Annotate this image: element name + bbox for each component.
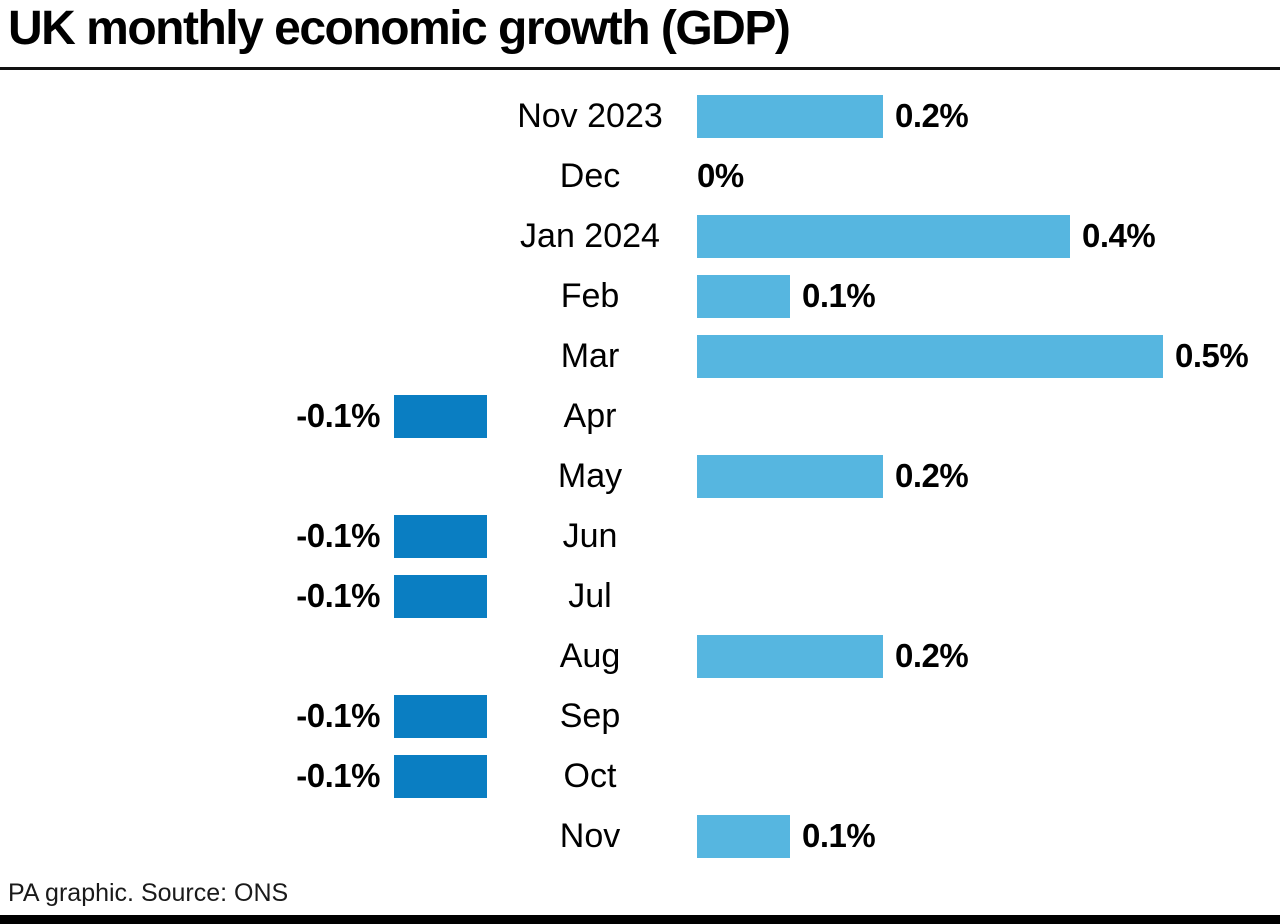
chart-row: -0.1% Jun <box>0 506 1280 566</box>
category-label: Feb <box>560 277 620 315</box>
category-label: May <box>557 457 623 495</box>
negative-bar <box>394 695 487 738</box>
value-label: 0.5% <box>1175 337 1249 374</box>
value-label: -0.1% <box>296 577 380 614</box>
negative-bar <box>394 515 487 558</box>
category-label: Mar <box>560 337 620 375</box>
chart-row: 0.2% Aug <box>0 626 1280 686</box>
value-label: 0.1% <box>802 817 876 854</box>
chart-row: 0.2% Nov 2023 <box>0 86 1280 146</box>
chart-row: 0.1% Nov <box>0 806 1280 866</box>
page-title: UK monthly economic growth (GDP) <box>8 2 791 55</box>
positive-bar <box>697 635 883 678</box>
chart-row: -0.1% Apr <box>0 386 1280 446</box>
chart-row: 0.2% May <box>0 446 1280 506</box>
category-label: Jul <box>568 577 612 615</box>
category-label: Oct <box>563 757 617 795</box>
category-label: Apr <box>563 397 617 435</box>
negative-bar <box>394 755 487 798</box>
positive-bar <box>697 455 883 498</box>
bar-chart: 0.2% Nov 2023 0% Dec 0.4% Jan 2024 0.1% Feb 0.5%… <box>0 86 1280 866</box>
chart-row: 0% Dec <box>0 146 1280 206</box>
category-label: Nov 2023 <box>517 97 663 135</box>
chart-row: -0.1% Jul <box>0 566 1280 626</box>
value-label: -0.1% <box>296 517 380 554</box>
negative-bar <box>394 395 487 438</box>
value-label: 0.2% <box>895 457 969 494</box>
bottom-border-bar <box>0 915 1280 924</box>
source-note: PA graphic. Source: ONS <box>8 879 289 907</box>
chart-row: 0.5% Mar <box>0 326 1280 386</box>
value-label: -0.1% <box>296 757 380 794</box>
value-label: 0.1% <box>802 277 876 314</box>
negative-bar <box>394 575 487 618</box>
value-label: 0.2% <box>895 637 969 674</box>
positive-bar <box>697 275 790 318</box>
category-label: Jan 2024 <box>520 217 660 255</box>
positive-bar <box>697 335 1163 378</box>
positive-bar <box>697 95 883 138</box>
chart-row: 0.1% Feb <box>0 266 1280 326</box>
category-label: Sep <box>559 697 621 735</box>
chart-row: 0.4% Jan 2024 <box>0 206 1280 266</box>
chart-row: -0.1% Sep <box>0 686 1280 746</box>
value-label: 0.4% <box>1082 217 1156 254</box>
title-divider <box>0 67 1280 70</box>
value-label: -0.1% <box>296 397 380 434</box>
chart-row: -0.1% Oct <box>0 746 1280 806</box>
category-label: Nov <box>559 817 621 855</box>
category-label: Jun <box>562 517 618 555</box>
category-label: Dec <box>559 157 621 195</box>
positive-bar <box>697 815 790 858</box>
category-label: Aug <box>559 637 621 675</box>
positive-bar <box>697 215 1070 258</box>
value-label: -0.1% <box>296 697 380 734</box>
value-label: 0% <box>697 157 744 194</box>
value-label: 0.2% <box>895 97 969 134</box>
